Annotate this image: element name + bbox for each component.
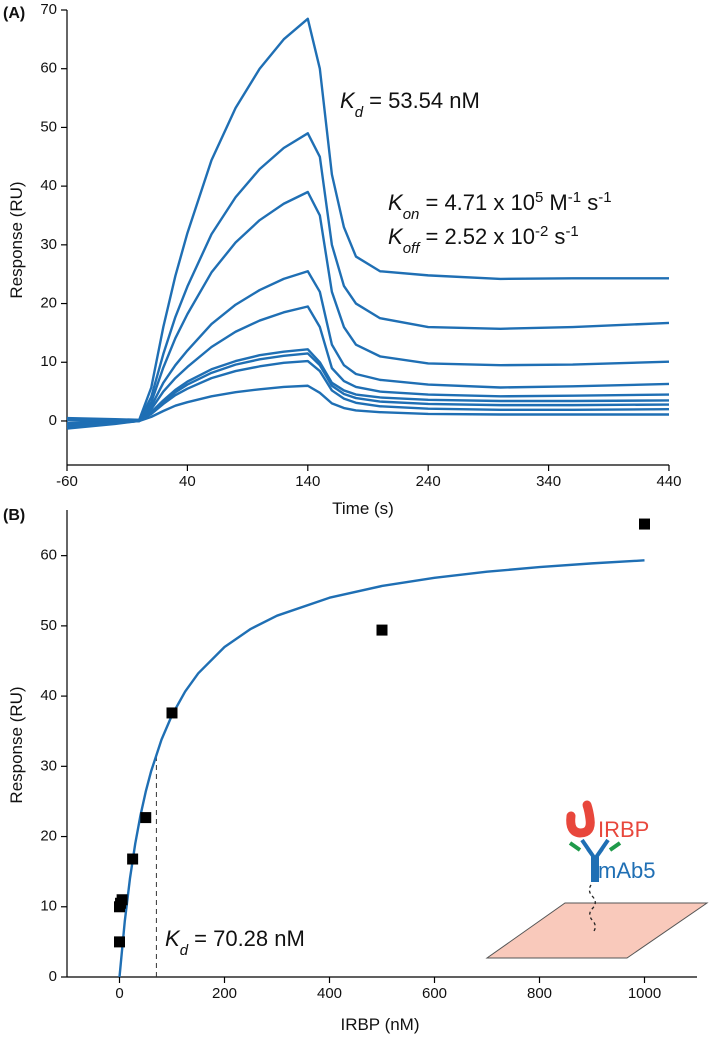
y-axis-label: Response (RU) [7, 686, 26, 803]
annotation-run: K [340, 88, 356, 113]
data-point [639, 518, 650, 530]
annotation-run: d [355, 104, 364, 121]
annotation-run: -2 [535, 223, 548, 240]
y-tick-label: 0 [49, 412, 57, 429]
annotation: mAb5 [598, 858, 655, 883]
annotation-run: -1 [598, 189, 611, 206]
response-curve [66, 359, 670, 423]
x-tick-label: 800 [527, 985, 552, 1002]
y-tick-label: 30 [40, 757, 57, 774]
x-tick-label: 340 [536, 473, 561, 490]
annotation-run: s [581, 190, 598, 215]
x-tick-label: -60 [56, 473, 78, 490]
y-tick-label: 40 [40, 687, 57, 704]
response-curve [66, 17, 669, 421]
x-tick-label: 440 [656, 473, 681, 490]
y-tick-label: 20 [40, 295, 57, 312]
annotation-run: IRBP [598, 817, 649, 842]
annotation-run: = 2.52 x 10 [419, 224, 535, 249]
annotation-run: K [388, 224, 404, 249]
x-tick-label: 0 [115, 985, 123, 1002]
x-tick-label: 40 [179, 473, 196, 490]
response-curve [66, 132, 670, 424]
annotation-run: 5 [535, 189, 543, 206]
response-curve [66, 384, 669, 429]
annotation-run: = 70.28 nM [188, 926, 305, 951]
y-tick-label: 50 [40, 617, 57, 634]
fit-curve [118, 559, 645, 978]
y-tick-label: 10 [40, 898, 57, 915]
annotation-run: M [543, 190, 567, 215]
annotation: IRBP [598, 817, 649, 842]
annotation: Kon = 4.71 x 105 M-1 s-1 [388, 189, 612, 223]
panel-label: (B) [3, 507, 25, 524]
data-point [114, 936, 125, 948]
y-tick-label: 40 [40, 177, 57, 194]
data-point [166, 707, 178, 719]
x-tick-label: 240 [416, 473, 441, 490]
y-tick-label: 0 [49, 968, 57, 985]
y-tick-label: 30 [40, 236, 57, 253]
data-point [127, 853, 139, 865]
x-tick-label: 200 [212, 985, 237, 1002]
annotation-run: -1 [565, 223, 578, 240]
x-tick-label: 600 [422, 985, 447, 1002]
annotation-run: K [165, 926, 181, 951]
response-curve [66, 270, 670, 430]
annotation: Koff = 2.52 x 10-2 s-1 [388, 223, 579, 257]
annotation-run: off [403, 240, 422, 257]
inset-illustration [485, 800, 709, 959]
x-tick-label: 140 [295, 473, 320, 490]
y-tick-label: 60 [40, 547, 57, 564]
annotation: Kd = 70.28 nM [165, 926, 305, 959]
y-tick-label: 50 [40, 118, 57, 135]
annotation-run: on [403, 206, 420, 223]
y-tick-label: 10 [40, 353, 57, 370]
x-tick-label: 1000 [628, 985, 661, 1002]
annotation-run: d [180, 942, 189, 959]
x-axis-label: Time (s) [332, 499, 394, 518]
annotation-run: K [388, 190, 404, 215]
annotation-run: s [548, 224, 565, 249]
annotation: Kd = 53.54 nM [340, 88, 480, 121]
response-curve [66, 190, 670, 427]
annotation-run: mAb5 [598, 858, 655, 883]
y-tick-label: 70 [40, 1, 57, 18]
annotation-run: = 53.54 nM [363, 88, 480, 113]
annotation-run: -1 [568, 189, 581, 206]
data-point [116, 894, 128, 906]
annotation-run: = 4.71 x 10 [419, 190, 535, 215]
x-axis-label: IRBP (nM) [340, 1015, 419, 1034]
data-point [376, 624, 388, 636]
data-point [140, 812, 152, 824]
x-tick-label: 400 [317, 985, 342, 1002]
response-curve [66, 305, 670, 426]
y-tick-label: 60 [40, 60, 57, 77]
panel-label: (A) [3, 5, 25, 22]
y-axis-label: Response (RU) [7, 181, 26, 298]
y-tick-label: 20 [40, 828, 57, 845]
